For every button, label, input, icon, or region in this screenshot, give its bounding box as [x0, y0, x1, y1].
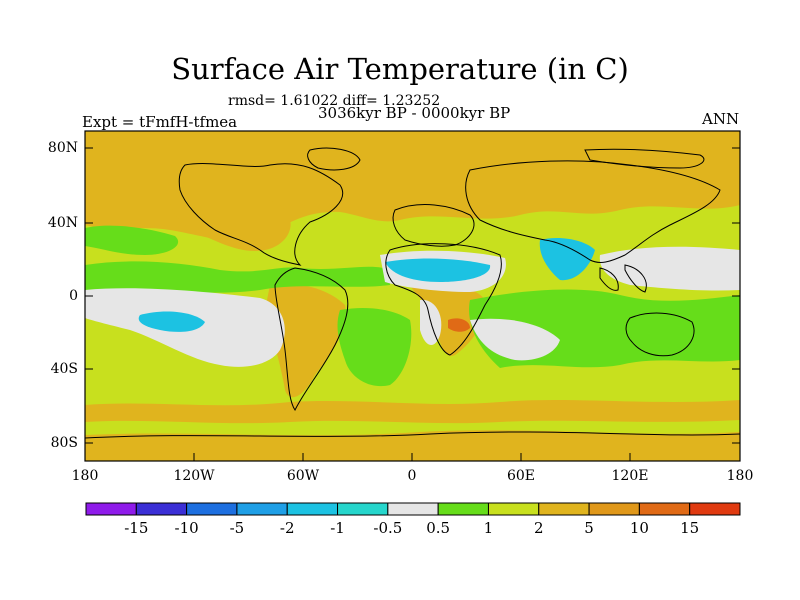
axis-ticks — [84, 147, 741, 461]
colorbar-label-3: -2 — [279, 519, 295, 537]
coastlines — [85, 147, 740, 439]
colorbar-swatch-12 — [689, 502, 741, 516]
colorbar-swatch-9 — [538, 502, 590, 516]
lon-label-180e: 180 — [726, 468, 754, 484]
colorbar-label-4: -1 — [330, 519, 345, 537]
field-atlantic-green — [337, 308, 412, 387]
field-pacific-cool — [138, 311, 205, 332]
field-npac-green — [85, 225, 179, 255]
map-title: Surface Air Temperature (in C) — [171, 52, 629, 86]
field-india-cool — [539, 238, 595, 281]
lat-label-40s: 40S — [50, 361, 78, 377]
colorbar-label-0: -15 — [124, 519, 149, 537]
colorbar-swatch-5 — [337, 502, 389, 516]
season-label: ANN — [702, 110, 740, 128]
field-asia-neutral — [599, 246, 740, 291]
colorbar-label-6: 0.5 — [426, 519, 451, 537]
lon-label-120e: 120E — [611, 468, 649, 484]
lon-label-60w: 60W — [286, 468, 320, 484]
lon-label-180w: 180 — [71, 468, 99, 484]
colorbar-swatch-3 — [236, 502, 288, 516]
colorbar-swatch-11 — [638, 502, 691, 516]
field-sahel-cool — [385, 258, 491, 282]
colorbar-swatch-2 — [186, 502, 238, 516]
field-antarctic-warm — [85, 430, 740, 461]
colorbar-swatch-8 — [487, 502, 540, 516]
lat-label-0: 0 — [69, 288, 78, 304]
colorbar-swatch-6 — [387, 502, 439, 516]
colorbar-swatch-7 — [437, 502, 489, 516]
lon-label-0: 0 — [407, 468, 417, 484]
lon-label-60e: 60E — [506, 468, 536, 484]
colorbar-swatch-1 — [135, 502, 188, 516]
experiment-label: Expt = tFmfH-tfmea — [82, 113, 238, 131]
field-south-america-warm — [265, 283, 346, 398]
lat-label-80n: 80N — [47, 140, 78, 156]
lat-label-80s: 80S — [50, 435, 78, 451]
colorbar-label-5: -0.5 — [373, 519, 403, 537]
period-label: 3036kyr BP - 0000kyr BP — [318, 104, 511, 122]
colorbar-label-8: 2 — [533, 519, 544, 537]
field-north-america-warm — [169, 188, 291, 251]
colorbar-swatch-0 — [85, 502, 137, 516]
colorbar-label-10: 10 — [629, 519, 649, 537]
colorbar-label-9: 5 — [584, 519, 594, 537]
field-indian-neutral — [470, 318, 560, 361]
colorbar-label-7: 1 — [483, 519, 494, 537]
colorbar-swatch-10 — [588, 502, 640, 516]
field-tropical-green — [85, 261, 390, 293]
field-southern-warm — [85, 400, 740, 424]
colorbar-label-11: 15 — [680, 519, 700, 537]
lat-label-40n: 40N — [47, 215, 78, 231]
colorbar-label-2: -5 — [229, 519, 245, 537]
field-africa-hot — [448, 318, 470, 332]
colorbar — [85, 502, 741, 516]
stats-label: rmsd= 1.61022 diff= 1.23252 — [228, 93, 441, 109]
colorbar-swatch-4 — [286, 502, 339, 516]
colorbar-label-1: -10 — [174, 519, 199, 537]
lon-label-120w: 120W — [173, 468, 215, 484]
